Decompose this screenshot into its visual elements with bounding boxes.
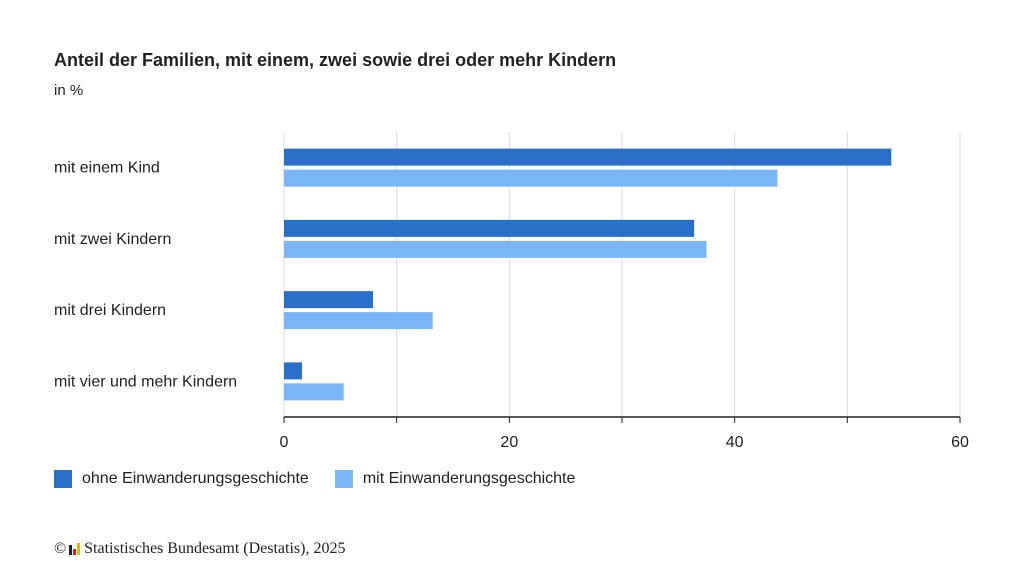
x-tick-label: 20 <box>500 434 518 451</box>
destatis-logo-icon <box>69 543 81 555</box>
copyright-symbol: © <box>54 540 67 557</box>
bar-series-1 <box>284 291 374 309</box>
legend-swatch-series-1 <box>54 470 72 488</box>
bar-series-1 <box>284 148 892 166</box>
source-text: Statistisches Bundesamt (Destatis), 2025 <box>84 540 346 557</box>
legend-item-series-2: mit Einwanderungsgeschichte <box>334 470 576 488</box>
legend: ohne Einwanderungsgeschichte mit Einwand… <box>54 470 601 488</box>
legend-item-series-1: ohne Einwanderungsgeschichte <box>54 470 309 488</box>
x-tick-label: 0 <box>280 434 289 451</box>
bar-series-2 <box>284 312 433 330</box>
category-label: mit zwei Kindern <box>54 231 171 248</box>
bar-series-1 <box>284 362 303 380</box>
bar-series-2 <box>284 240 707 258</box>
legend-label-series-1: ohne Einwanderungsgeschichte <box>82 470 309 487</box>
chart-subtitle: in % <box>54 82 84 99</box>
legend-label-series-2: mit Einwanderungsgeschichte <box>362 470 576 487</box>
bar-series-2 <box>284 383 344 401</box>
category-label: mit vier und mehr Kindern <box>54 373 237 390</box>
x-tick-label: 60 <box>951 434 969 451</box>
chart-title: Anteil der Familien, mit einem, zwei sow… <box>54 50 617 70</box>
category-label: mit einem Kind <box>54 160 160 177</box>
category-label: mit drei Kindern <box>54 302 166 319</box>
x-tick-label: 40 <box>726 434 744 451</box>
legend-swatch-series-2 <box>334 470 353 488</box>
bar-series-1 <box>284 219 695 237</box>
bar-series-2 <box>284 169 778 187</box>
bar-chart: 0 20 40 60 mit einem Kind mit zwei Kindern mit… <box>54 132 969 451</box>
source-footer: © Statistisches Bundesamt (Destatis), 20… <box>54 540 345 558</box>
